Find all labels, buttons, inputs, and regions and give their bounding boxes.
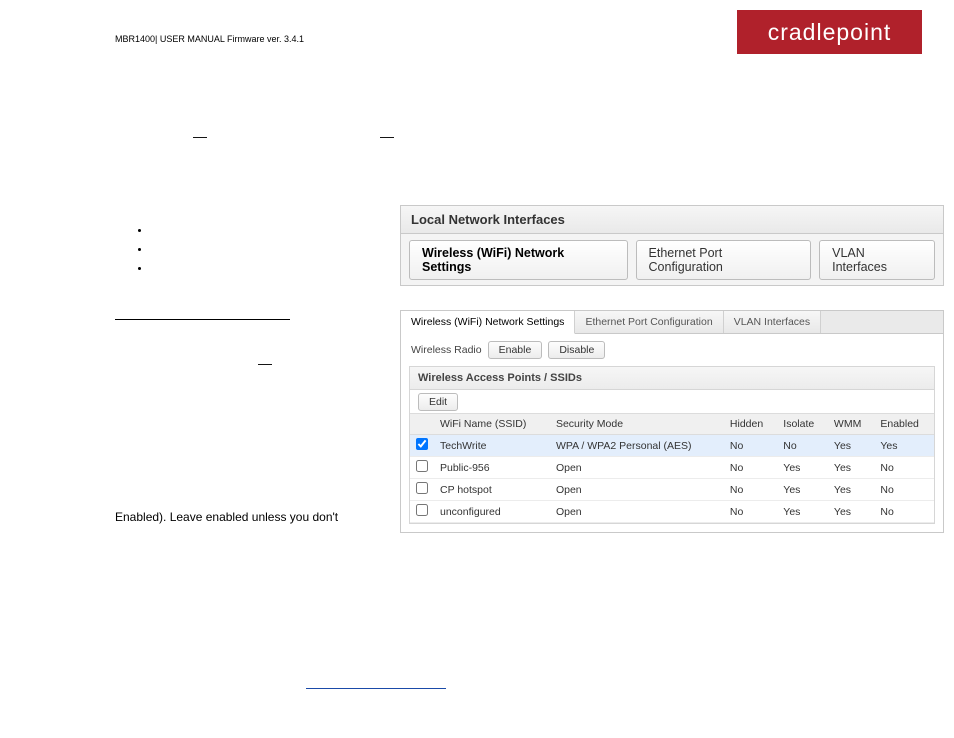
local-network-interfaces-panel: Local Network Interfaces Wireless (WiFi)…	[400, 205, 944, 286]
wifi-settings-panel: Wireless (WiFi) Network SettingsEthernet…	[400, 310, 944, 533]
tab-wireless-wifi-network-settings[interactable]: Wireless (WiFi) Network Settings	[401, 311, 575, 334]
cell-name: TechWrite	[434, 435, 550, 457]
ssids-table: WiFi Name (SSID)Security ModeHiddenIsola…	[410, 413, 934, 523]
cell-hidden: No	[724, 501, 777, 523]
cell-enabled: No	[874, 479, 934, 501]
enable-button[interactable]: Enable	[488, 341, 543, 359]
ssids-subpanel: Wireless Access Points / SSIDs Edit WiFi…	[409, 366, 935, 524]
column-enabled: Enabled	[874, 414, 934, 435]
cell-hidden: No	[724, 457, 777, 479]
cell-isolate: Yes	[777, 457, 828, 479]
cell-isolate: Yes	[777, 501, 828, 523]
brand-logo: cradlepoint	[737, 10, 922, 54]
row-checkbox[interactable]	[416, 504, 428, 516]
row-checkbox[interactable]	[416, 438, 428, 450]
section-dash: —	[193, 128, 207, 144]
hyperlink-underline	[306, 688, 446, 689]
ssid-row[interactable]: unconfiguredOpenNoYesYesNo	[410, 501, 934, 523]
cell-name: Public-956	[434, 457, 550, 479]
column-security-mode: Security Mode	[550, 414, 724, 435]
wireless-radio-row: Wireless Radio Enable Disable	[401, 334, 943, 366]
row-checkbox[interactable]	[416, 482, 428, 494]
row-checkbox[interactable]	[416, 460, 428, 472]
column-hidden: Hidden	[724, 414, 777, 435]
cell-wmm: Yes	[828, 457, 874, 479]
cell-mode: Open	[550, 501, 724, 523]
cell-mode: WPA / WPA2 Personal (AES)	[550, 435, 724, 457]
cell-mode: Open	[550, 479, 724, 501]
cell-name: CP hotspot	[434, 479, 550, 501]
ssids-title: Wireless Access Points / SSIDs	[410, 367, 934, 390]
cell-wmm: Yes	[828, 479, 874, 501]
tab-ethernet-port-configuration[interactable]: Ethernet Port Configuration	[575, 311, 723, 333]
cell-wmm: Yes	[828, 435, 874, 457]
tab-vlan-interfaces[interactable]: VLAN Interfaces	[819, 240, 935, 280]
firmware-version-text: MBR1400| USER MANUAL Firmware ver. 3.4.1	[115, 34, 304, 44]
column-checkbox	[410, 414, 434, 435]
ssid-row[interactable]: Public-956OpenNoYesYesNo	[410, 457, 934, 479]
cell-enabled: No	[874, 501, 934, 523]
cell-hidden: No	[724, 479, 777, 501]
section-dash: —	[380, 128, 394, 144]
cell-enabled: No	[874, 457, 934, 479]
cell-isolate: Yes	[777, 479, 828, 501]
column-isolate: Isolate	[777, 414, 828, 435]
section-underline	[115, 319, 290, 320]
cell-hidden: No	[724, 435, 777, 457]
ssid-row[interactable]: TechWriteWPA / WPA2 Personal (AES)NoNoYe…	[410, 435, 934, 457]
edit-button[interactable]: Edit	[418, 393, 458, 411]
small-tabs-row: Wireless (WiFi) Network SettingsEthernet…	[401, 311, 943, 334]
panel-title: Local Network Interfaces	[401, 206, 943, 234]
column-wmm: WMM	[828, 414, 874, 435]
section-dash: —	[258, 355, 272, 371]
column-wifi-name-ssid-: WiFi Name (SSID)	[434, 414, 550, 435]
cell-isolate: No	[777, 435, 828, 457]
cell-enabled: Yes	[874, 435, 934, 457]
tab-vlan-interfaces[interactable]: VLAN Interfaces	[724, 311, 821, 333]
cell-mode: Open	[550, 457, 724, 479]
tab-wireless-wifi-network-settings[interactable]: Wireless (WiFi) Network Settings	[409, 240, 628, 280]
doc-body-fragment: Enabled). Leave enabled unless you don't	[115, 510, 338, 524]
cell-wmm: Yes	[828, 501, 874, 523]
tab-ethernet-port-configuration[interactable]: Ethernet Port Configuration	[636, 240, 812, 280]
cell-name: unconfigured	[434, 501, 550, 523]
disable-button[interactable]: Disable	[548, 341, 605, 359]
wireless-radio-label: Wireless Radio	[411, 344, 482, 356]
large-tabs-row: Wireless (WiFi) Network SettingsEthernet…	[401, 234, 943, 285]
ssid-row[interactable]: CP hotspotOpenNoYesYesNo	[410, 479, 934, 501]
